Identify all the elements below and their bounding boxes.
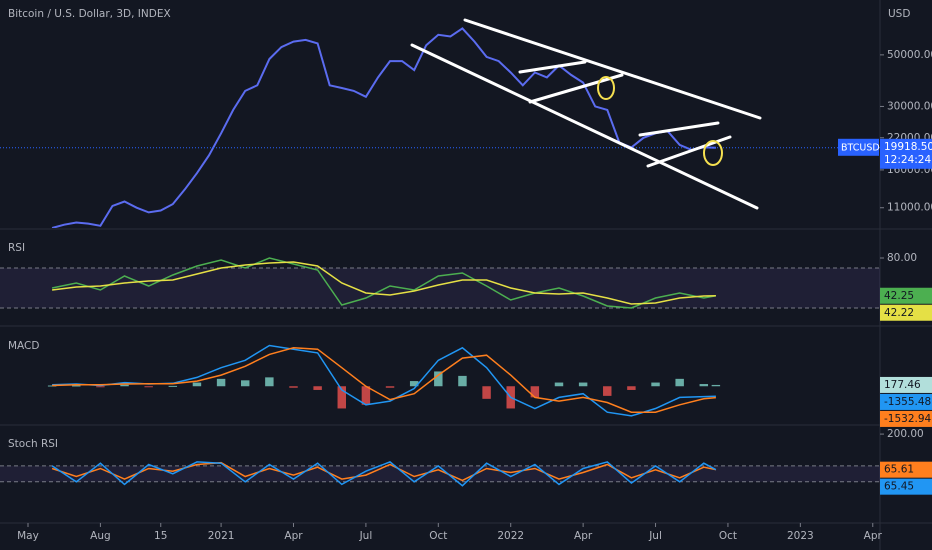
- price-tag-label: 19918.50: [884, 141, 932, 153]
- panel-title: MACD: [8, 340, 39, 352]
- x-tick-label: Jul: [648, 530, 662, 542]
- histogram-bar: [530, 386, 540, 398]
- histogram-bar: [554, 382, 564, 387]
- y-tick-label: 11000.00: [887, 202, 932, 214]
- band-fill: [0, 465, 880, 482]
- histogram-bar: [289, 386, 298, 388]
- y-tick-label: 50000.00: [887, 49, 932, 61]
- series-line: [51, 461, 717, 487]
- highlight-circles: [597, 76, 723, 166]
- histogram-bar: [711, 384, 721, 387]
- histogram-bar: [216, 378, 226, 387]
- symbol-tag: [838, 138, 879, 156]
- x-tick-label: 2021: [208, 530, 235, 542]
- x-tick-label: 15: [154, 530, 167, 542]
- value-tag: [880, 287, 932, 304]
- plot-area: [0, 27, 880, 487]
- histogram-bar: [120, 384, 129, 387]
- countdown: 12:24:24: [884, 154, 931, 166]
- histogram-bar: [337, 386, 346, 409]
- value-tag-label: 177.46: [884, 379, 921, 391]
- series-line: [51, 257, 717, 309]
- histogram-bar: [675, 378, 684, 387]
- y-tick-label: 80.00: [887, 252, 917, 264]
- histogram-bar: [651, 382, 660, 387]
- x-tick-label: Apr: [864, 530, 883, 542]
- value-tag-label: -1355.48: [884, 396, 931, 408]
- value-tag-label: -1532.94: [884, 413, 932, 425]
- histogram-bar: [192, 382, 202, 387]
- series-line: [51, 27, 716, 228]
- y-tick-label: 200.00: [887, 428, 924, 440]
- value-tag: [880, 376, 932, 393]
- histogram-bar: [361, 386, 371, 405]
- histogram-bar: [603, 386, 612, 396]
- band-fill: [0, 268, 880, 308]
- value-tag: [880, 461, 932, 478]
- histogram-bar: [313, 386, 322, 390]
- histogram-bar: [265, 377, 274, 387]
- value-tag: [880, 304, 932, 321]
- series-line: [52, 347, 716, 413]
- x-tick-label: Jul: [359, 530, 373, 542]
- series-line: [52, 261, 716, 305]
- histogram-bar: [434, 371, 443, 387]
- series-group: [47, 344, 721, 417]
- x-tick-label: 2022: [497, 530, 524, 542]
- value-tag-label: 42.22: [884, 307, 914, 319]
- panel-title: RSI: [8, 242, 25, 254]
- series-group: [51, 461, 717, 487]
- symbol-tag-label: BTCUSD: [841, 142, 880, 153]
- chart-title: Bitcoin / U.S. Dollar, 3D, INDEX: [8, 8, 171, 20]
- histogram-bar: [409, 381, 419, 387]
- y-tick-label: 30000.00: [887, 100, 932, 112]
- value-tag: [880, 410, 932, 427]
- x-tick-label: Apr: [284, 530, 303, 542]
- histogram-bar: [144, 386, 153, 388]
- value-tag-label: 65.61: [884, 464, 914, 476]
- histogram-bar: [385, 386, 395, 388]
- x-tick-label: Oct: [429, 530, 447, 542]
- x-tick-label: 2023: [787, 530, 814, 542]
- axis-unit: USD: [888, 8, 910, 20]
- value-tag: [880, 393, 932, 410]
- histogram-bar: [240, 380, 250, 387]
- histogram-bar: [482, 386, 491, 399]
- series-group: [51, 27, 716, 228]
- histogram-bar: [96, 386, 105, 388]
- series-group: [51, 257, 717, 309]
- histogram-bar: [168, 385, 178, 387]
- x-tick-label: May: [17, 530, 39, 542]
- histogram-bar: [627, 386, 636, 390]
- histogram-bar: [578, 382, 588, 387]
- value-tag-label: 42.25: [884, 290, 914, 302]
- x-tick-label: Oct: [719, 530, 737, 542]
- histogram-bar: [458, 375, 467, 387]
- trend-lines: [410, 18, 762, 210]
- price-tag: [880, 138, 932, 169]
- value-tag-label: 65.45: [884, 481, 914, 493]
- histogram-bar: [72, 385, 81, 387]
- panel-title: Stoch RSI: [8, 438, 58, 450]
- value-tag: [880, 478, 932, 495]
- histogram-bar: [699, 384, 709, 387]
- x-tick-label: Aug: [90, 530, 111, 542]
- x-tick-label: Apr: [574, 530, 593, 542]
